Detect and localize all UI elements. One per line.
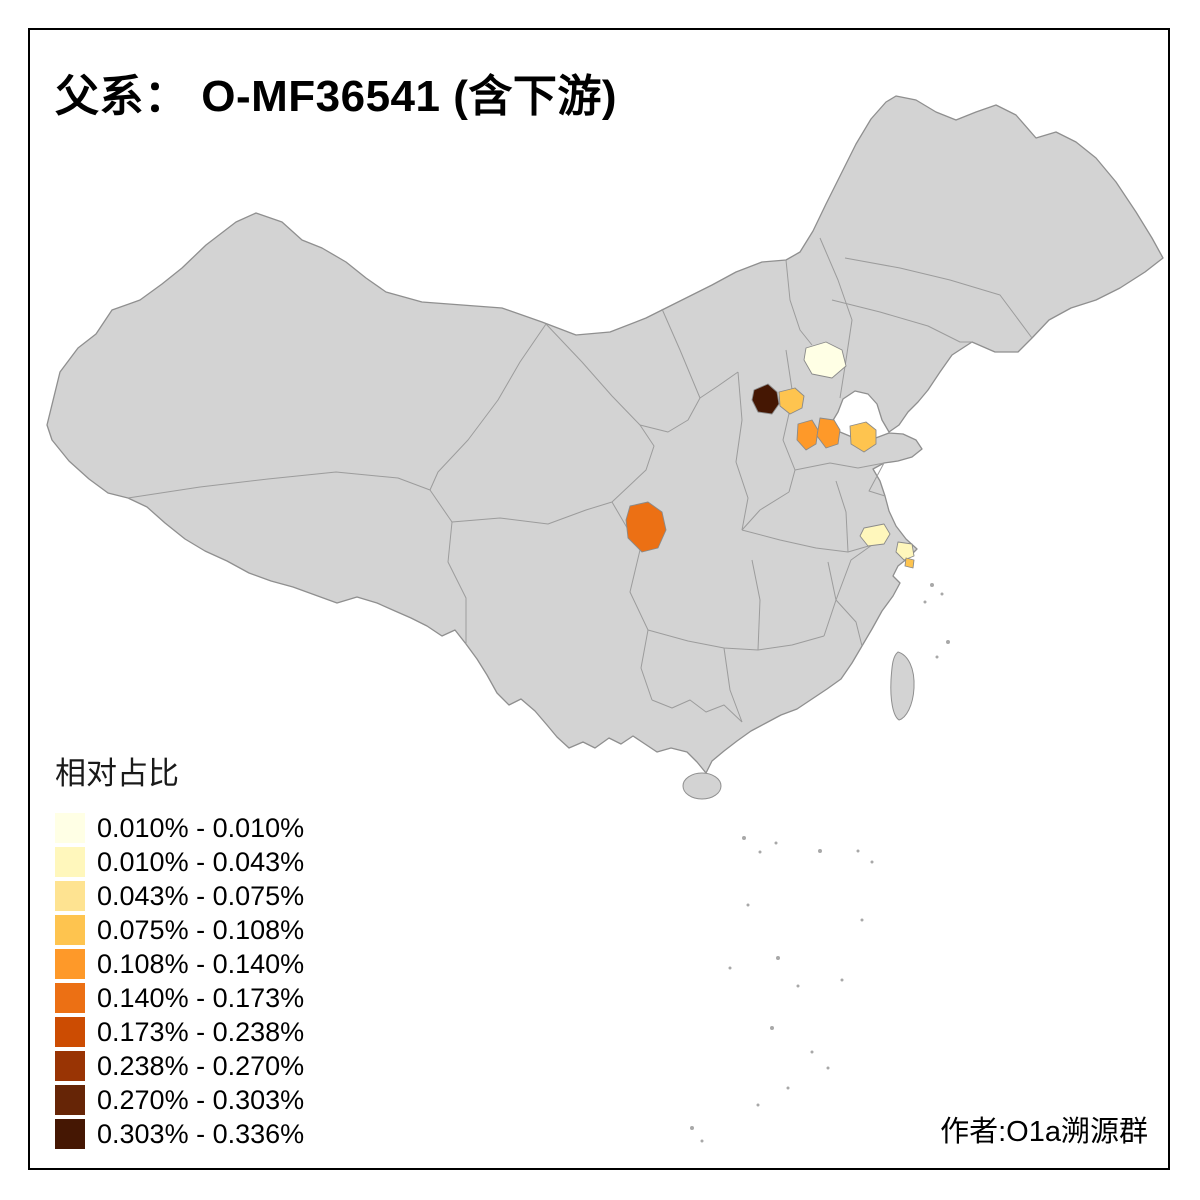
hainan-island: [682, 772, 722, 800]
legend-title: 相对占比: [55, 756, 179, 791]
highlight-region: [816, 417, 841, 449]
province-borders: [127, 237, 1033, 723]
legend-label: 0.303% - 0.336%: [97, 1118, 305, 1149]
legend-row: 0.010% - 0.010%: [55, 811, 304, 845]
legend-label: 0.010% - 0.043%: [97, 846, 305, 877]
highlight-region: [849, 421, 877, 453]
province-border-line: [639, 371, 739, 433]
province-border-line: [647, 629, 825, 651]
legend: 相对占比 0.010% - 0.010% 0.010% - 0.043% 0.0…: [55, 748, 304, 1151]
highlight-region: [625, 501, 667, 553]
highlight-region: [895, 541, 915, 561]
province-border-line: [127, 471, 431, 499]
legend-row: 0.140% - 0.173%: [55, 981, 304, 1015]
legend-swatch: [55, 881, 85, 911]
province-border-line: [785, 259, 813, 346]
province-border-line: [651, 699, 743, 723]
highlighted-regions: [625, 341, 915, 569]
province-border-line: [451, 501, 613, 525]
legend-row: 0.238% - 0.270%: [55, 1049, 304, 1083]
legend-row: 0.075% - 0.108%: [55, 913, 304, 947]
legend-row: 0.043% - 0.075%: [55, 879, 304, 913]
highlight-region: [803, 341, 847, 379]
province-border-line: [868, 462, 886, 497]
legend-row: 0.010% - 0.043%: [55, 845, 304, 879]
province-border-line: [782, 349, 796, 493]
legend-swatch: [55, 847, 85, 877]
province-border-line: [661, 308, 701, 399]
plot-frame: [28, 28, 1170, 1170]
province-border-line: [735, 371, 749, 531]
province-border-line: [835, 544, 873, 601]
province-border-line: [751, 559, 761, 651]
province-border-line: [819, 237, 853, 399]
legend-row: 0.108% - 0.140%: [55, 947, 304, 981]
province-border-line: [835, 480, 849, 553]
legend-swatch: [55, 983, 85, 1013]
highlight-region: [778, 387, 805, 415]
legend-label: 0.043% - 0.075%: [97, 880, 305, 911]
legend-row: 0.303% - 0.336%: [55, 1117, 304, 1151]
legend-row: 0.270% - 0.303%: [55, 1083, 304, 1117]
province-border-line: [835, 599, 863, 647]
taiwan-island: [890, 651, 915, 721]
highlight-region: [796, 419, 819, 451]
sea-islands: [690, 583, 950, 1143]
legend-swatch: [55, 915, 85, 945]
province-border-line: [741, 491, 790, 531]
author-credit: 作者:O1a溯源群: [940, 1116, 1148, 1148]
province-border-line: [741, 529, 873, 553]
highlight-region: [859, 523, 891, 547]
highlight-region: [904, 557, 915, 569]
legend-label: 0.173% - 0.238%: [97, 1016, 305, 1047]
legend-swatch: [55, 1051, 85, 1081]
legend-swatch: [55, 949, 85, 979]
legend-row: 0.173% - 0.238%: [55, 1015, 304, 1049]
province-border-line: [794, 462, 885, 471]
province-border-line: [831, 299, 972, 343]
legend-label: 0.238% - 0.270%: [97, 1050, 305, 1081]
legend-swatch: [55, 813, 85, 843]
legend-label: 0.140% - 0.173%: [97, 982, 305, 1013]
legend-label: 0.010% - 0.010%: [97, 812, 305, 843]
province-border-line: [723, 647, 743, 723]
highlight-region: [751, 383, 780, 415]
legend-swatch: [55, 1119, 85, 1149]
legend-swatch: [55, 1085, 85, 1115]
province-border-line: [429, 489, 467, 644]
legend-label: 0.270% - 0.303%: [97, 1084, 305, 1115]
china-mainland: [46, 95, 1164, 774]
legend-swatch: [55, 1017, 85, 1047]
map-title: 父系： O-MF36541 (含下游): [55, 72, 618, 121]
province-border-line: [844, 257, 1033, 339]
legend-label: 0.075% - 0.108%: [97, 914, 305, 945]
province-border-line: [429, 323, 547, 491]
legend-label: 0.108% - 0.140%: [97, 948, 305, 979]
